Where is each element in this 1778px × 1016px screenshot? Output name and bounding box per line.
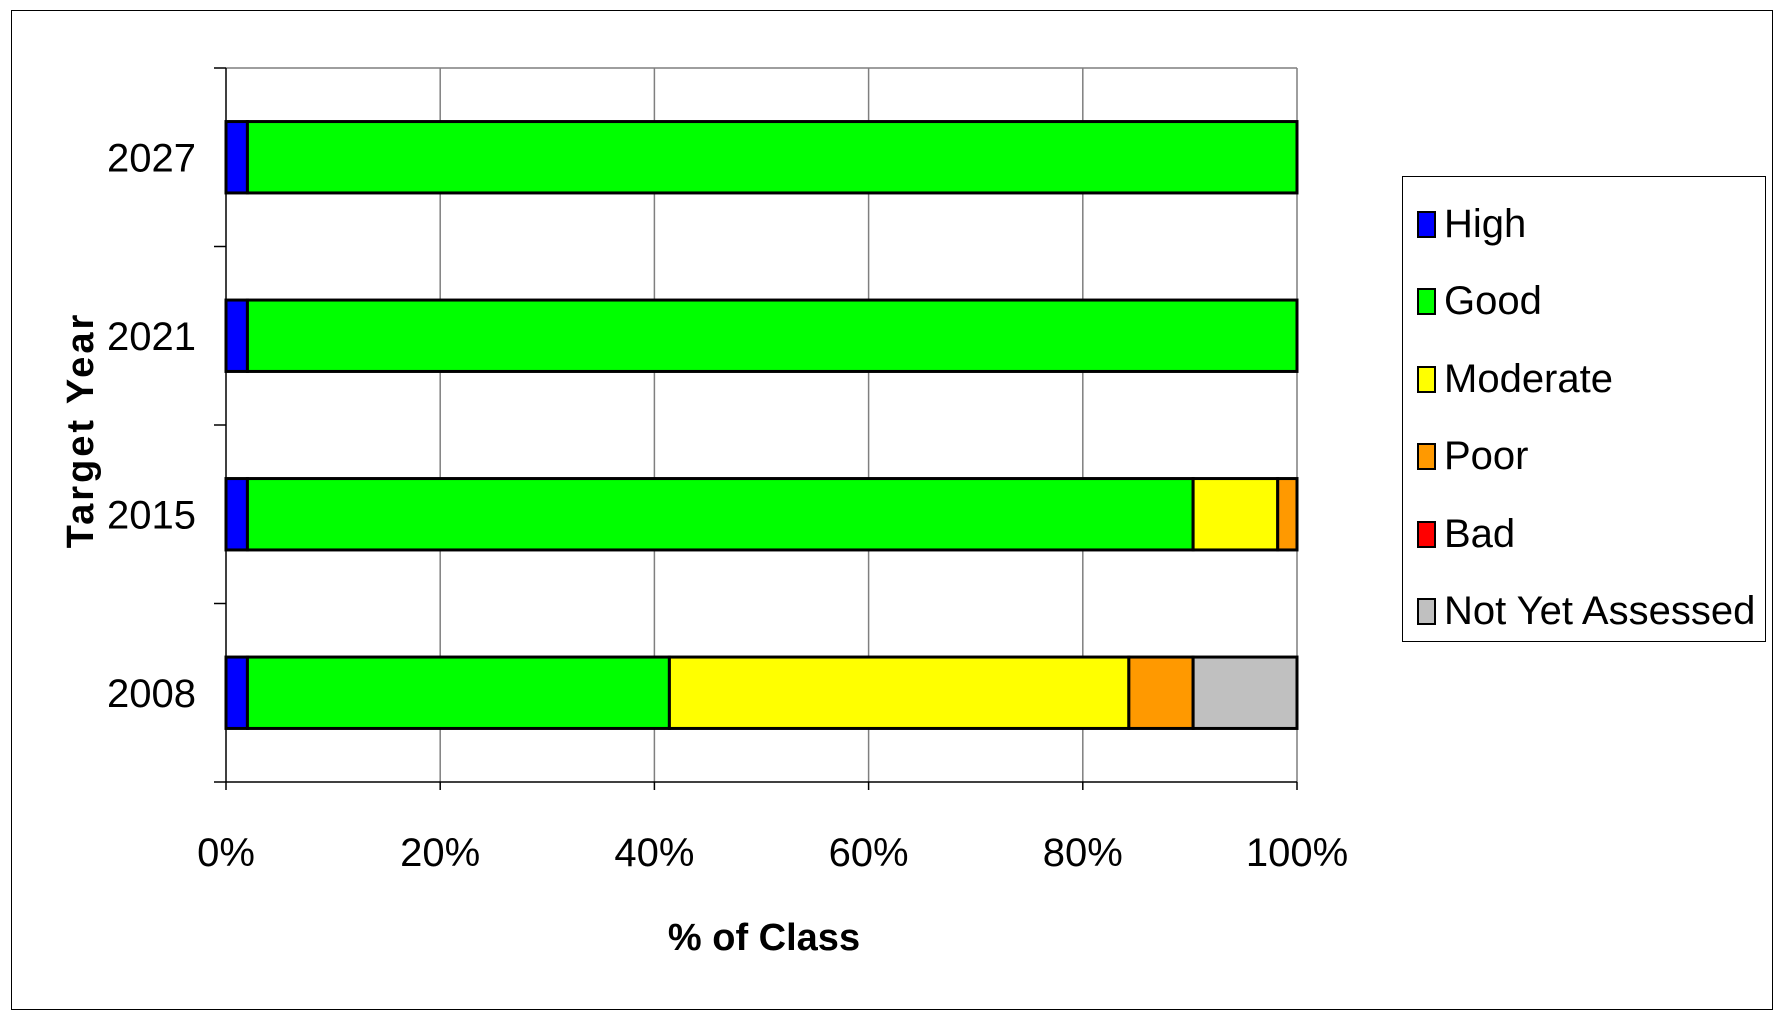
bar-2015-high — [224, 477, 249, 552]
x-tick-label: 100% — [1246, 831, 1348, 875]
legend-item-good: Good — [1417, 277, 1542, 327]
legend: High Good Moderate Poor Bad Not Yet Assessed — [1402, 176, 1766, 642]
legend-item-bad: Bad — [1417, 509, 1515, 559]
y-tick-label: 2015 — [107, 493, 196, 537]
bar-2008-not-yet-assessed — [1191, 655, 1299, 730]
legend-label: Good — [1444, 279, 1542, 323]
bars — [224, 120, 1299, 730]
legend-label: Bad — [1444, 511, 1516, 556]
legend-swatch — [1417, 598, 1436, 625]
legend-item-poor: Poor — [1417, 432, 1529, 482]
bar-2021-high — [224, 298, 249, 373]
y-tick-label: 2027 — [107, 136, 196, 180]
legend-swatch — [1417, 443, 1436, 470]
bar-2027-high — [224, 120, 249, 195]
x-axis-title: % of Class — [668, 917, 860, 959]
legend-item-high: High — [1417, 199, 1526, 249]
legend-swatch — [1417, 365, 1436, 393]
legend-item-moderate: Moderate — [1417, 354, 1613, 404]
x-tick-label: 60% — [829, 831, 909, 875]
y-tick-label: 2008 — [107, 672, 196, 716]
bar-2015-good — [245, 477, 1195, 552]
x-tick-label: 0% — [197, 831, 255, 875]
legend-swatch — [1417, 288, 1436, 315]
bar-2008-good — [245, 655, 671, 730]
legend-swatch — [1417, 210, 1436, 238]
legend-label: Not Yet Assessed — [1444, 589, 1756, 633]
axes: 0% 20% 40% 60% 80% 100% 2027 2021 2015 2008 — [107, 67, 1348, 875]
y-tick-label: 2021 — [107, 315, 196, 359]
x-tick-label: 80% — [1043, 831, 1123, 875]
chart-frame — [11, 10, 1773, 1010]
bar-2015-poor — [1276, 477, 1299, 552]
bar-2008-moderate — [667, 655, 1131, 730]
legend-item-not-yet-assessed: Not Yet Assessed — [1417, 587, 1755, 637]
bar-2027-good — [245, 120, 1299, 195]
legend-label: Poor — [1444, 434, 1529, 478]
legend-label: Moderate — [1444, 356, 1613, 401]
y-axis-title: Target Year — [60, 312, 102, 549]
bar-2008-poor — [1127, 655, 1195, 730]
bar-2008-high — [224, 655, 249, 730]
x-tick-label: 20% — [400, 831, 480, 875]
legend-swatch — [1417, 520, 1436, 548]
x-tick-label: 40% — [614, 831, 694, 875]
bar-2015-moderate — [1191, 477, 1280, 552]
bar-2021-good — [245, 298, 1299, 373]
legend-label: High — [1444, 201, 1527, 246]
